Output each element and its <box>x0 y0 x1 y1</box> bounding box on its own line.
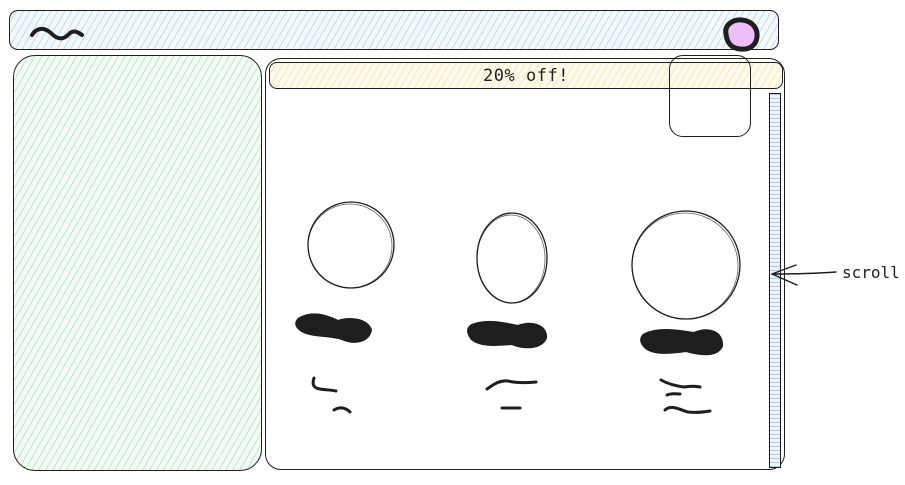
top-navbar <box>9 10 779 50</box>
sidebar-panel <box>13 55 262 471</box>
scrollbar[interactable] <box>769 93 781 468</box>
floating-box[interactable] <box>669 55 751 137</box>
promo-banner[interactable]: 20% off! <box>269 62 783 89</box>
promo-banner-text: 20% off! <box>483 65 569 86</box>
scroll-annotation-label: scroll <box>842 263 900 282</box>
